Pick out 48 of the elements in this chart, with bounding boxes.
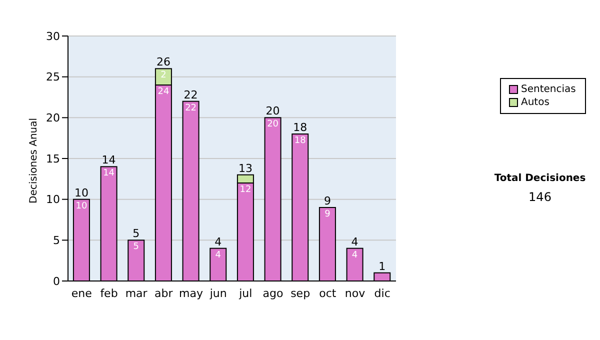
y-tick-label: 20 bbox=[46, 112, 60, 125]
data-label: 2 bbox=[160, 70, 166, 81]
x-tick-label: jul bbox=[238, 286, 252, 300]
y-tick-label: 10 bbox=[46, 193, 60, 206]
x-tick-label: oct bbox=[319, 286, 337, 300]
data-label: 5 bbox=[133, 242, 139, 252]
x-tick-label: feb bbox=[100, 286, 118, 300]
y-tick-label: 25 bbox=[46, 70, 60, 84]
total-label: 4 bbox=[214, 235, 222, 248]
x-tick-label: nov bbox=[344, 286, 366, 300]
legend-label: Sentencias bbox=[521, 83, 576, 96]
y-axis-title: Decisiones Anual bbox=[28, 118, 40, 204]
data-label: 14 bbox=[103, 168, 115, 179]
data-label: 22 bbox=[185, 103, 197, 114]
x-tick-label: sep bbox=[290, 286, 310, 300]
total-label: 14 bbox=[102, 154, 116, 167]
data-label: 24 bbox=[158, 87, 170, 97]
data-label: 4 bbox=[215, 250, 222, 260]
data-label: 20 bbox=[267, 120, 279, 130]
data-label: 12 bbox=[240, 185, 252, 195]
total-label: 18 bbox=[293, 121, 308, 134]
total-label: 26 bbox=[156, 56, 170, 69]
total-label: 5 bbox=[132, 227, 140, 240]
total-label: 22 bbox=[184, 88, 198, 102]
total-label: 9 bbox=[324, 194, 331, 208]
x-tick-label: may bbox=[179, 286, 204, 300]
data-label: 18 bbox=[294, 136, 306, 146]
x-tick-label: mar bbox=[125, 286, 148, 300]
x-tick-label: dic bbox=[374, 286, 390, 300]
total-label: 10 bbox=[74, 186, 88, 200]
x-tick-label: abr bbox=[154, 286, 174, 300]
y-tick-label: 15 bbox=[46, 152, 60, 166]
total-label: 1 bbox=[378, 260, 386, 273]
data-label: 4 bbox=[352, 250, 358, 260]
text: 146 bbox=[528, 190, 552, 204]
total-label: 4 bbox=[351, 235, 358, 248]
x-tick-label: jun bbox=[208, 286, 227, 300]
legend-label: Autos bbox=[521, 96, 550, 109]
y-tick-label: 30 bbox=[46, 30, 60, 43]
y-tick-label: 5 bbox=[53, 234, 60, 248]
total-label: 20 bbox=[266, 104, 280, 118]
x-tick-label: ene bbox=[71, 286, 92, 300]
data-label: 9 bbox=[324, 210, 331, 220]
text: Total Decisiones bbox=[493, 173, 587, 184]
x-tick-label: ago bbox=[262, 286, 284, 300]
total-label: 13 bbox=[238, 162, 252, 175]
y-tick-label: 0 bbox=[53, 274, 60, 288]
data-label: 10 bbox=[76, 201, 88, 212]
